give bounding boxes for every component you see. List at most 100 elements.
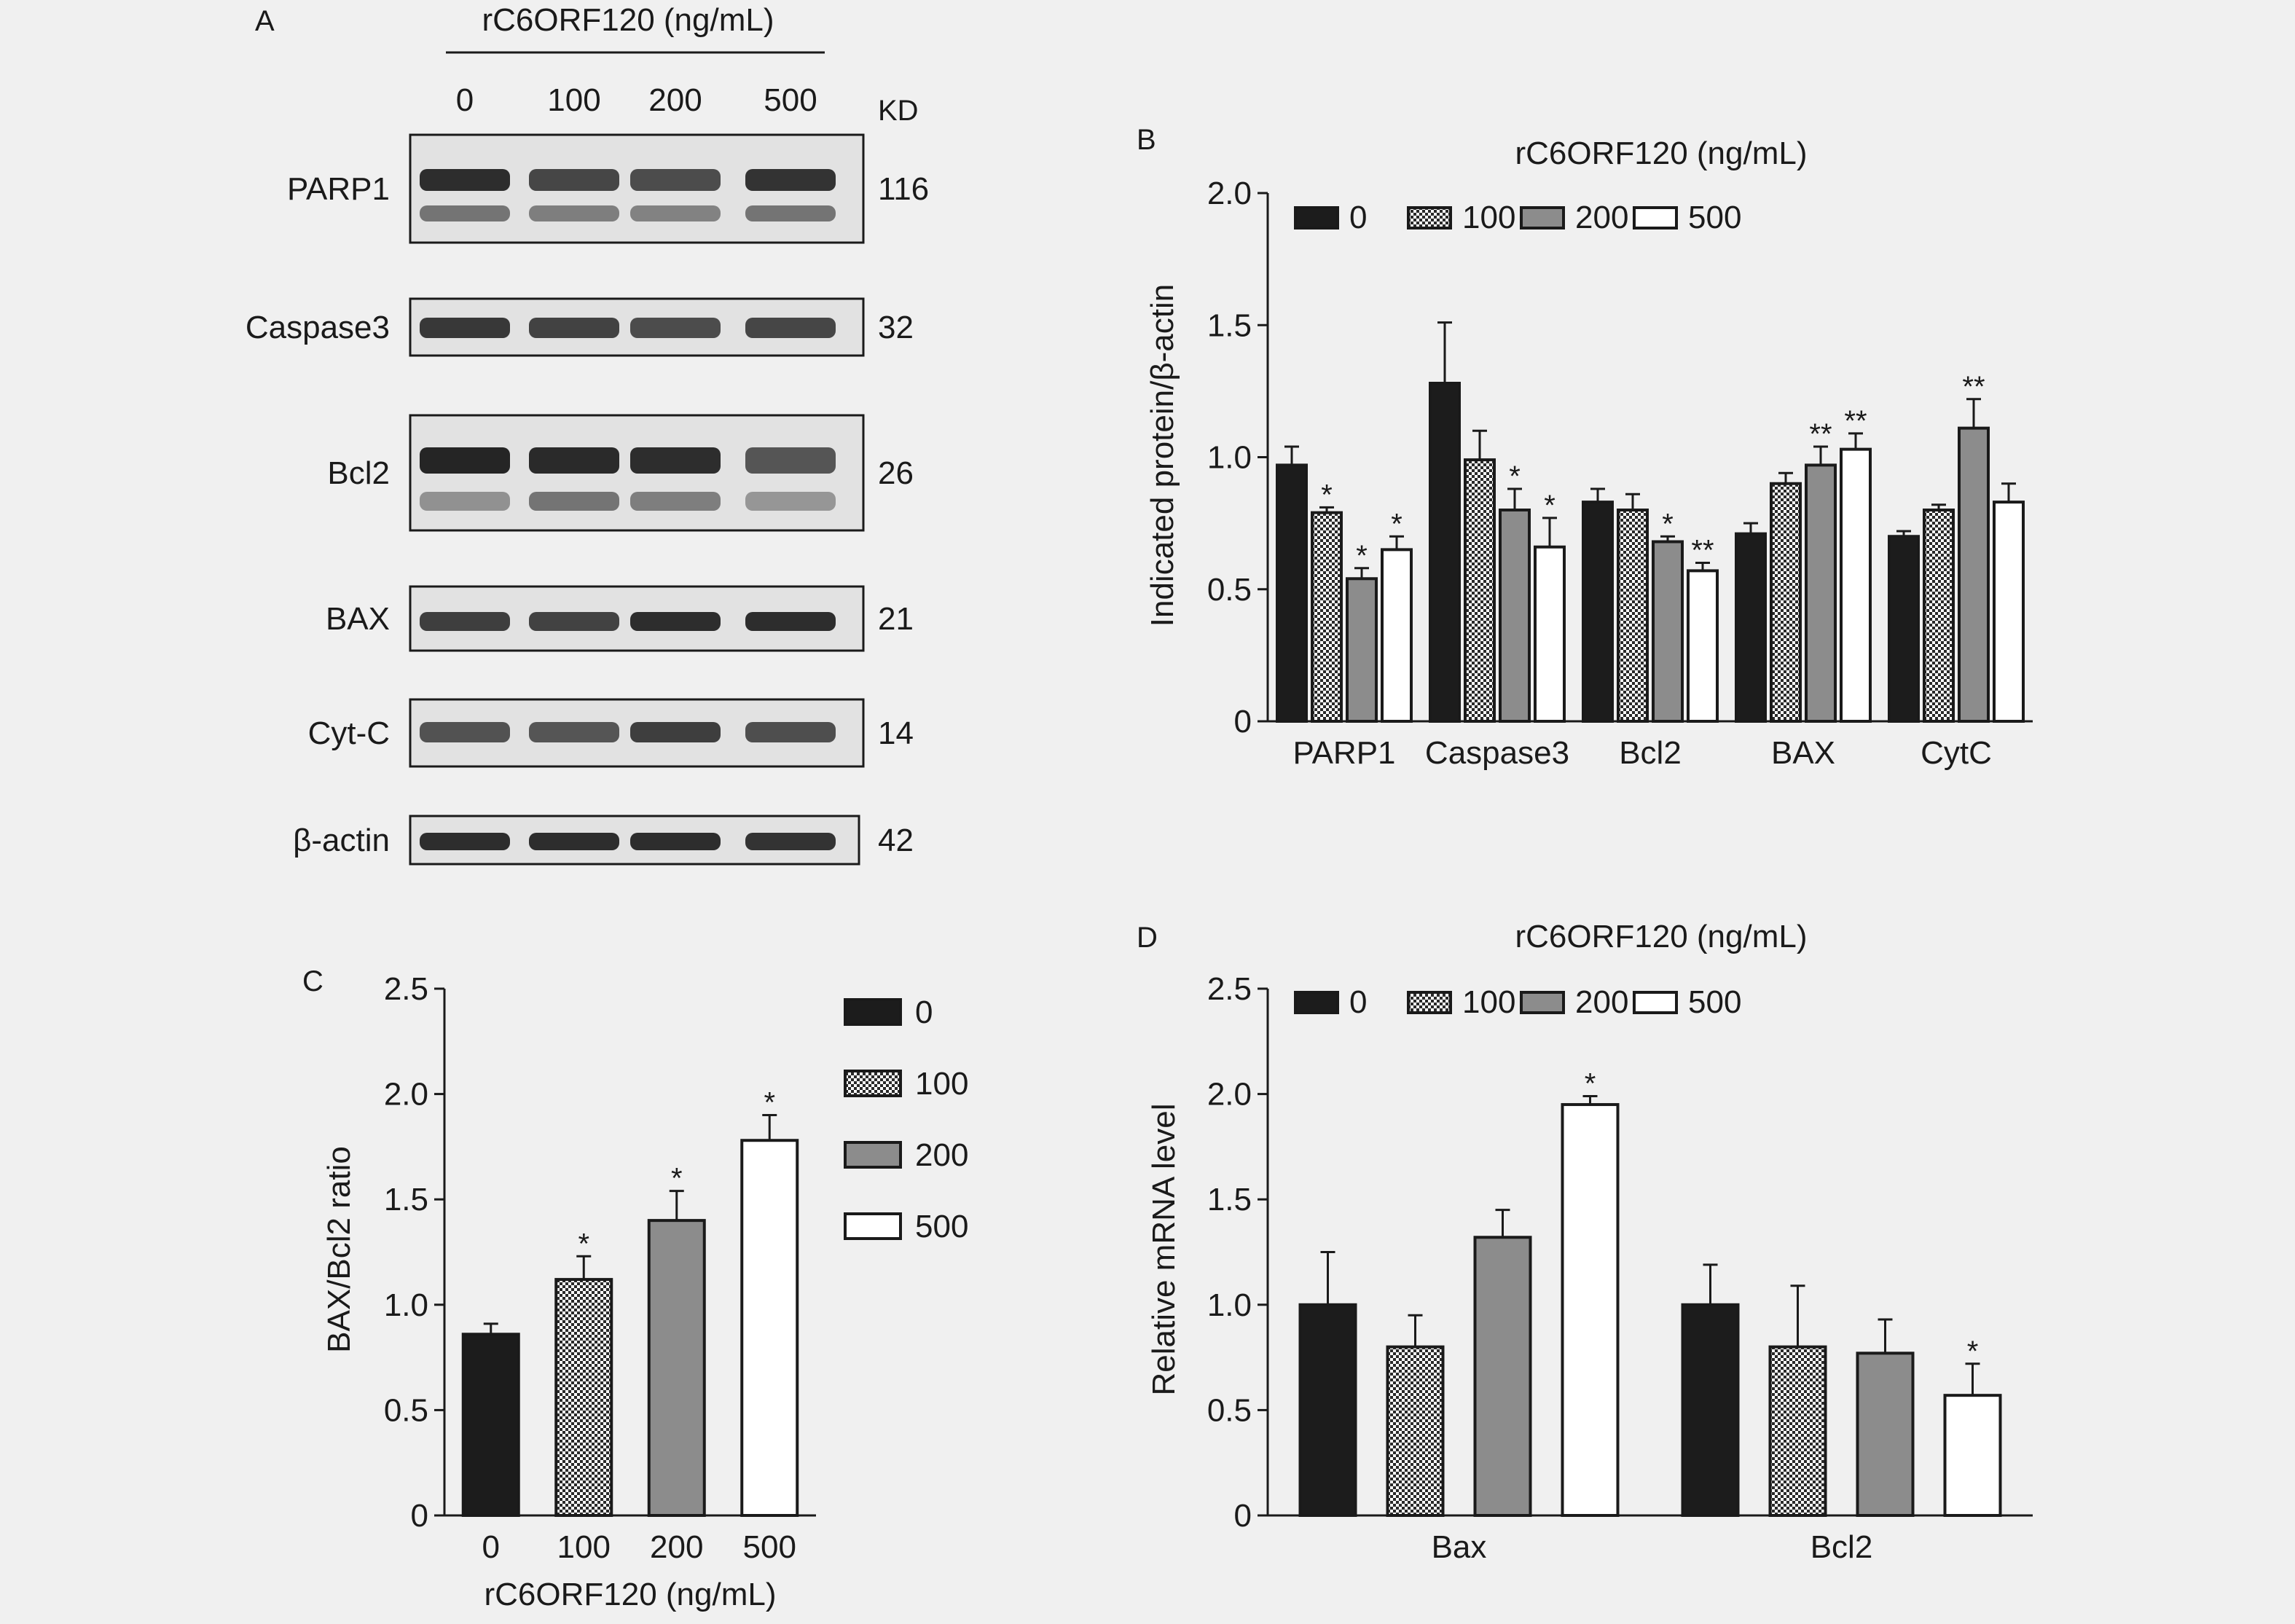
legend-label: 0 [1349,200,1367,235]
blot-cyt-c: Cyt-C 14 [308,698,914,768]
legend-item-200: 200 [1520,200,1628,235]
blot-band [529,722,619,742]
bar-bax-500 [1840,447,1872,723]
panel-b-letter: B [1137,124,1156,156]
significance-mark: * [1391,508,1402,540]
panel-b-title: rC6ORF120 (ng/mL) [1515,136,1807,171]
legend-item-500: 500 [1633,984,1741,1020]
panel-d-ylabel: Relative mRNA level [1146,1103,1182,1395]
group-parp1: * * * PARP1 [1276,445,1413,771]
bar-bax-100 [1386,1345,1445,1518]
panel-c-letter: C [302,965,323,997]
legend-item-100: 100 [1407,984,1515,1020]
bar-bcl2-100 [1768,1345,1827,1518]
significance-mark: * [1509,460,1521,493]
x-tick-label: Bcl2 [1619,735,1682,771]
x-tick-label: PARP1 [1292,735,1395,771]
bar-caspase3-500 [1534,545,1566,723]
y-tick-label: 0 [1234,704,1252,740]
bar-bcl2-0 [1681,1303,1740,1518]
y-tick-label: 1.5 [1207,307,1252,343]
blot-band [420,492,510,511]
x-tick-label: BAX [1771,735,1835,771]
blot-band [630,205,721,221]
blot-band [745,318,836,338]
significance-mark: * [671,1163,683,1195]
blot-band [420,318,510,338]
bar-caspase3-0 [1429,382,1461,723]
legend-label: 0 [915,995,933,1030]
legend-swatch [844,1212,902,1240]
bar-bax-100 [1770,482,1802,723]
y-tick-label: 1.0 [1207,1287,1252,1323]
blot-band [630,169,721,191]
bar-bax-0 [1735,532,1767,723]
blot-band [745,722,836,742]
y-tick-label: 2.0 [1207,1077,1252,1113]
y-tick-label: 2.0 [384,1077,428,1113]
significance-mark: ** [1809,418,1832,450]
blot-kd: 14 [878,715,914,751]
blot-actin: β-actin 42 [293,815,914,866]
group-bax: * Bax [1298,1067,1620,1565]
legend-item-200: 200 [1520,984,1628,1020]
blot-band [529,205,619,221]
blot-bax: BAX 21 [326,585,914,652]
blot-band [420,833,510,850]
blot-band [630,492,721,511]
blot-kd: 32 [878,310,914,345]
legend-item-0: 0 [1294,984,1367,1020]
panel-c-plot: 0 0.5 1.0 1.5 2.0 2.5 0 * 100 * 200 * 500 [384,971,816,1565]
blot-label: Cyt-C [308,715,390,751]
bar-caspase3-200 [1499,509,1531,723]
y-tick-label: 0.5 [1207,572,1252,608]
panel-a-letter: A [255,5,275,37]
bar-100 [554,1278,613,1517]
blot-band [420,205,510,221]
lane-label-0: 0 [456,82,474,118]
bar-bax-200 [1473,1236,1532,1517]
legend-swatch [1294,991,1339,1014]
panel-c-legend: 0 100 200 500 [844,995,968,1244]
group-caspase3: * * Caspase3 [1425,321,1569,771]
x-tick-label: 100 [557,1529,611,1565]
group-cytc: ** CytC [1888,371,2025,771]
blot-band [529,833,619,850]
blot-band [420,612,510,631]
x-tick-label: 200 [650,1529,703,1565]
group-bax: ** ** BAX [1735,405,1872,771]
blot-parp1: PARP1 116 [287,133,929,244]
significance-mark: * [1967,1335,1979,1368]
legend-label: 200 [1575,984,1628,1020]
legend-swatch [1633,991,1678,1014]
lane-labels: 0 100 200 500 [456,82,817,118]
y-tick-label: 0.5 [1207,1392,1252,1428]
legend-label: 200 [1575,200,1628,235]
blot-band [529,492,619,511]
legend-item-100: 100 [1407,200,1515,235]
blot-band [745,833,836,850]
blot-band [630,612,721,631]
blot-label: β-actin [293,823,390,858]
significance-mark: * [1662,508,1674,540]
legend-item-0: 0 [1294,200,1367,235]
blot-band [529,318,619,338]
lane-label-200: 200 [648,82,702,118]
bar-cytc-200 [1958,426,1990,723]
blot-band [529,169,619,191]
legend-swatch [844,1070,902,1097]
bar-group-100: * 100 [554,1228,613,1565]
bar-group-0: 0 [461,1322,520,1565]
legend-label: 500 [1688,984,1741,1020]
blot-kd: 26 [878,455,914,491]
blot-band [529,612,619,631]
blot-band [420,447,510,474]
blot-band [630,722,721,742]
blot-band [420,722,510,742]
legend-swatch [1407,991,1452,1014]
x-tick-label: Bcl2 [1810,1529,1873,1565]
bar-parp1-0 [1276,463,1308,723]
significance-mark: * [764,1087,775,1119]
blot-label: Bcl2 [327,455,390,491]
panel-b-legend: 0 100 200 500 [1294,200,1741,235]
